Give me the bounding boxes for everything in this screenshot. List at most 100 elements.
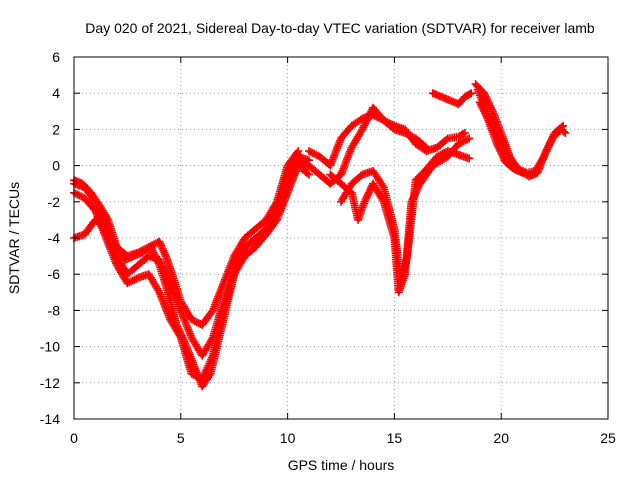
data-point (383, 118, 392, 127)
data-point (454, 139, 463, 148)
data-point (232, 261, 241, 270)
chart-title: Day 020 of 2021, Sidereal Day-to-day VTE… (85, 20, 595, 36)
data-point (497, 148, 506, 157)
satellite-track-3 (70, 147, 303, 329)
data-point (361, 196, 370, 204)
satellite-track-4 (70, 158, 309, 391)
data-point (308, 148, 317, 157)
data-point (154, 286, 163, 295)
y-tick-label: 6 (52, 49, 60, 65)
data-point (518, 168, 527, 177)
y-tick-label: -14 (40, 411, 60, 427)
data-point (192, 318, 201, 327)
satellite-track-9 (428, 89, 476, 109)
data-point (191, 317, 199, 326)
data-point (498, 152, 507, 161)
data-point (234, 255, 243, 264)
data-point (438, 149, 447, 158)
data-point (374, 113, 383, 122)
data-point (152, 253, 160, 262)
x-tick-label: 10 (280, 430, 296, 446)
data-point (477, 101, 486, 110)
data-point (442, 135, 451, 144)
data-point (310, 149, 319, 158)
data-point (293, 148, 302, 157)
data-point (381, 117, 390, 126)
data-point (385, 119, 394, 128)
data-point (544, 141, 553, 150)
data-point (460, 129, 469, 137)
data-point (205, 371, 214, 380)
data-point (75, 191, 84, 200)
data-point (150, 250, 159, 259)
data-point (175, 328, 184, 337)
data-point (360, 197, 369, 206)
data-point (146, 243, 155, 252)
data-point (557, 123, 566, 131)
data-point (238, 248, 247, 257)
data-point (172, 320, 181, 329)
data-point (359, 123, 368, 132)
data-point (546, 138, 555, 147)
data-point (496, 147, 505, 156)
data-point (480, 107, 489, 116)
y-tick-label: 2 (52, 121, 60, 137)
y-tick-label: 4 (52, 85, 60, 101)
data-layer (70, 80, 570, 391)
data-point (77, 192, 86, 201)
data-point (465, 134, 474, 143)
data-point (356, 115, 365, 124)
data-point (360, 121, 369, 130)
y-tick-label: -8 (48, 302, 61, 318)
data-point (132, 274, 141, 283)
ticks (73, 56, 609, 420)
data-point (548, 134, 556, 143)
y-tick-label: -12 (40, 375, 60, 391)
data-point (459, 137, 468, 146)
data-point (305, 170, 313, 179)
data-point (465, 154, 474, 163)
data-point (148, 246, 157, 255)
data-point (127, 277, 135, 286)
data-point (153, 257, 162, 266)
data-point (559, 121, 568, 130)
x-tick-label: 20 (493, 430, 509, 446)
data-point (71, 189, 80, 198)
data-point (362, 194, 371, 203)
data-point (479, 105, 488, 114)
data-point (103, 214, 112, 223)
data-point (475, 98, 484, 107)
x-tick-label: 5 (177, 430, 185, 446)
data-point (561, 129, 570, 137)
data-point (358, 125, 367, 134)
data-point (189, 316, 198, 325)
data-point (370, 111, 379, 120)
data-point (363, 190, 372, 199)
data-point (463, 135, 472, 144)
data-point (176, 329, 185, 338)
data-point (234, 257, 242, 266)
data-point (440, 148, 449, 157)
data-point (361, 120, 369, 128)
data-point (271, 199, 280, 208)
data-point (178, 333, 187, 342)
data-point (372, 112, 381, 121)
data-point (436, 150, 445, 159)
x-tick-label: 15 (387, 430, 403, 446)
satellite-track-8 (337, 147, 474, 288)
data-point (542, 147, 551, 156)
data-point (180, 337, 189, 346)
data-point (125, 278, 134, 287)
data-point (494, 143, 503, 152)
data-point (306, 148, 315, 156)
satellite-track-12 (475, 98, 527, 177)
x-axis-label: GPS time / hours (288, 457, 395, 473)
data-point (499, 154, 508, 163)
y-tick-label: -6 (48, 266, 61, 282)
data-point (378, 181, 387, 190)
data-point (456, 139, 465, 147)
data-point (459, 129, 468, 138)
data-point (481, 110, 490, 119)
data-point (73, 190, 82, 199)
